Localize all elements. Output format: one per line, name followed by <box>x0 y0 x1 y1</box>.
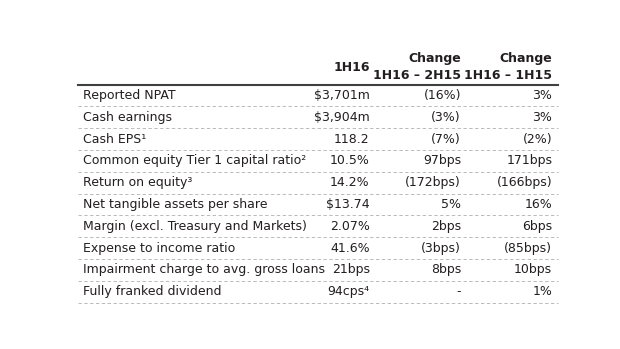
Text: Impairment charge to avg. gross loans: Impairment charge to avg. gross loans <box>83 263 326 276</box>
Text: (3%): (3%) <box>432 111 461 124</box>
Text: -: - <box>456 285 461 298</box>
Text: 16%: 16% <box>525 198 552 211</box>
Text: Expense to income ratio: Expense to income ratio <box>83 242 236 254</box>
Text: $3,904m: $3,904m <box>314 111 370 124</box>
Text: Change
1H16 – 1H15: Change 1H16 – 1H15 <box>464 52 552 82</box>
Text: (172bps): (172bps) <box>405 176 461 189</box>
Text: 3%: 3% <box>533 89 552 102</box>
Text: (85bps): (85bps) <box>504 242 552 254</box>
Text: 10.5%: 10.5% <box>330 154 370 167</box>
Text: 2bps: 2bps <box>431 220 461 233</box>
Text: 97bps: 97bps <box>423 154 461 167</box>
Text: (16%): (16%) <box>423 89 461 102</box>
Text: Reported NPAT: Reported NPAT <box>83 89 176 102</box>
Text: 1H16: 1H16 <box>333 61 370 74</box>
Text: 2.07%: 2.07% <box>330 220 370 233</box>
Text: 8bps: 8bps <box>431 263 461 276</box>
Text: (2%): (2%) <box>523 133 552 146</box>
Text: (7%): (7%) <box>431 133 461 146</box>
Text: 1%: 1% <box>533 285 552 298</box>
Text: (3bps): (3bps) <box>421 242 461 254</box>
Text: Cash EPS¹: Cash EPS¹ <box>83 133 146 146</box>
Text: Common equity Tier 1 capital ratio²: Common equity Tier 1 capital ratio² <box>83 154 306 167</box>
Text: Return on equity³: Return on equity³ <box>83 176 193 189</box>
Text: 118.2: 118.2 <box>334 133 370 146</box>
Text: Cash earnings: Cash earnings <box>83 111 172 124</box>
Text: 94cps⁴: 94cps⁴ <box>327 285 370 298</box>
Text: 171bps: 171bps <box>507 154 552 167</box>
Text: 3%: 3% <box>533 111 552 124</box>
Text: Fully franked dividend: Fully franked dividend <box>83 285 222 298</box>
Text: 5%: 5% <box>441 198 461 211</box>
Text: 10bps: 10bps <box>514 263 552 276</box>
Text: (166bps): (166bps) <box>497 176 552 189</box>
Text: $3,701m: $3,701m <box>314 89 370 102</box>
Text: 21bps: 21bps <box>332 263 370 276</box>
Text: 6bps: 6bps <box>522 220 552 233</box>
Text: Margin (excl. Treasury and Markets): Margin (excl. Treasury and Markets) <box>83 220 307 233</box>
Text: 14.2%: 14.2% <box>330 176 370 189</box>
Text: 41.6%: 41.6% <box>330 242 370 254</box>
Text: Net tangible assets per share: Net tangible assets per share <box>83 198 268 211</box>
Text: $13.74: $13.74 <box>326 198 370 211</box>
Text: Change
1H16 – 2H15: Change 1H16 – 2H15 <box>373 52 461 82</box>
